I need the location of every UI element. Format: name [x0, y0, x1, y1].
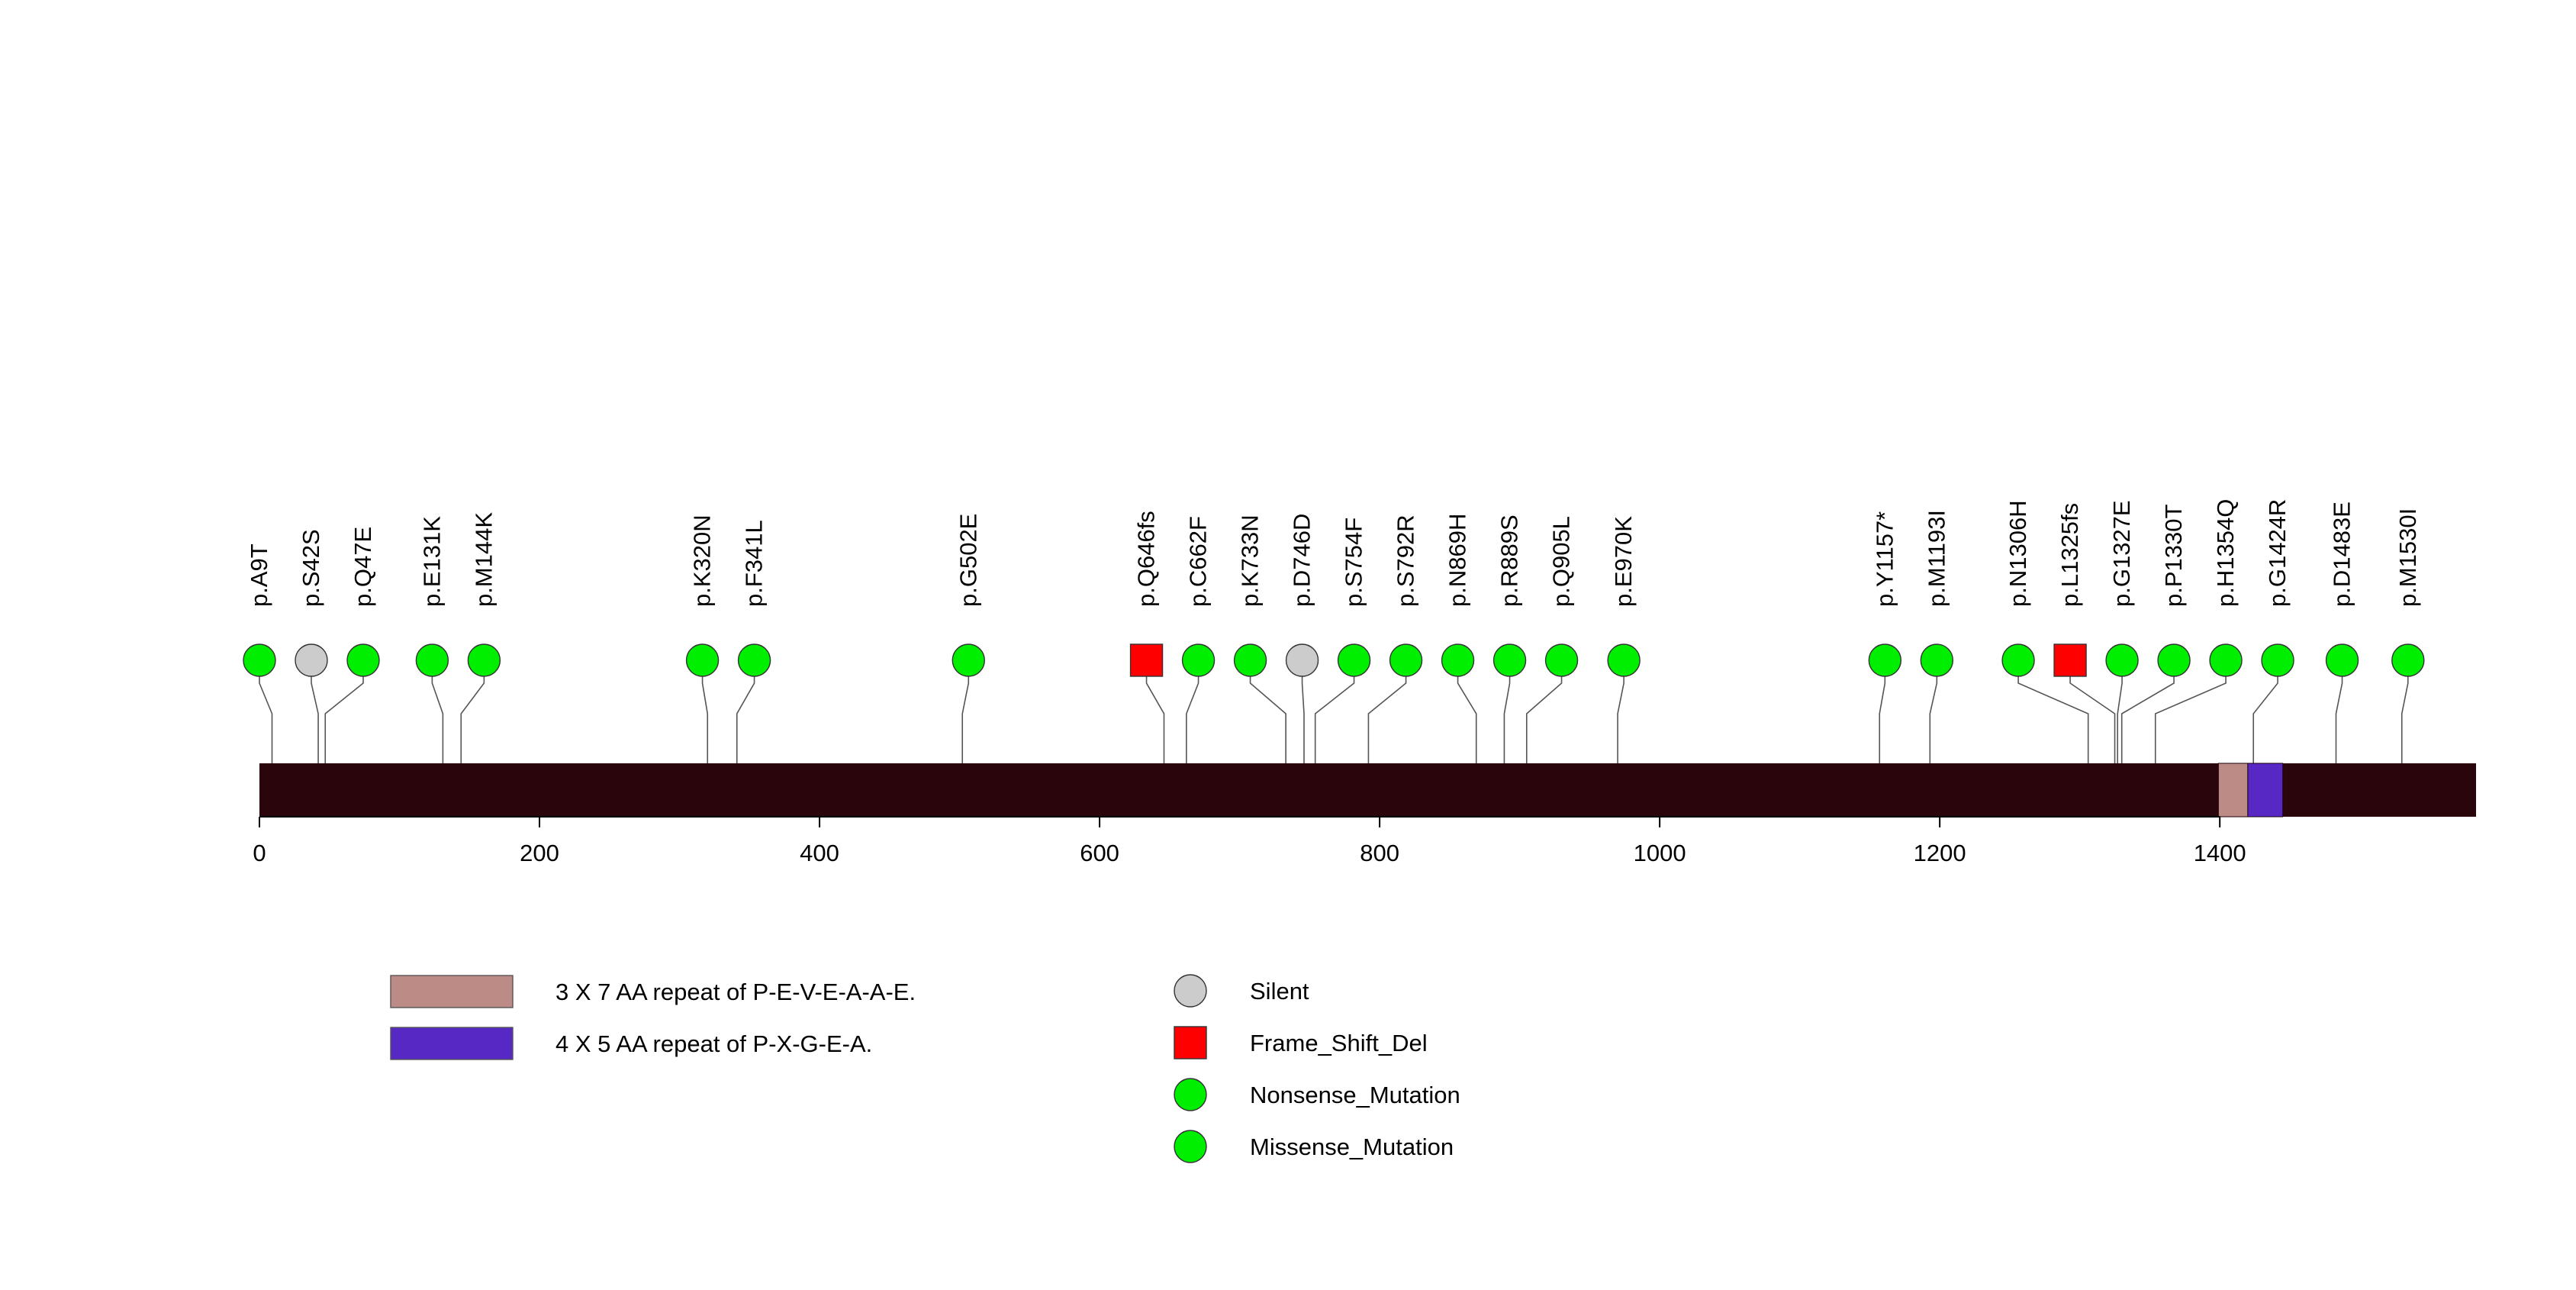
mutation-label: p.E970K: [1610, 516, 1637, 607]
x-tick-label: 1200: [1914, 840, 1966, 866]
mutation-marker-p-a9t: [243, 643, 276, 677]
mutation-label: p.K733N: [1237, 514, 1264, 607]
x-tick-label: 800: [1360, 840, 1399, 866]
x-axis: 0 200 400 600 800 1000 1200 1400: [253, 816, 2246, 866]
mutation-label: p.G1327E: [2108, 500, 2135, 607]
legend-domain-label-1: 3 X 7 AA repeat of P-E-V-E-A-A-E.: [555, 979, 916, 1005]
mutation-marker-p-h1354q: [2209, 643, 2243, 677]
mutation-label: p.C662F: [1185, 516, 1212, 607]
mutation-marker-p-s754f: [1337, 643, 1371, 677]
mutation-marker-p-n1306h: [2001, 643, 2035, 677]
mutation-marker-p-e131k: [415, 643, 449, 677]
mutation-marker-p-r889s: [1492, 643, 1527, 677]
mutation-label: p.S792R: [1393, 514, 1419, 607]
mutation-marker-p-g1327e: [2105, 643, 2139, 677]
mutation-marker-p-q646fs: [1129, 643, 1164, 677]
mutation-marker-p-l1325fs: [2053, 643, 2087, 677]
mutation-marker-p-m1530i: [2391, 643, 2425, 677]
mutation-marker-p-p1330t: [2157, 643, 2191, 677]
mutation-label: p.N1306H: [2004, 500, 2031, 607]
mutation-marker-p-q905l: [1544, 643, 1579, 677]
legend-label-frame-shift-del: Frame_Shift_Del: [1250, 1030, 1428, 1056]
mutation-label: p.L1325fs: [2056, 503, 2083, 607]
mutation-marker-p-s42s: [295, 643, 328, 677]
mutation-marker-p-s792r: [1389, 643, 1423, 677]
mutation-label: p.G1424R: [2264, 499, 2291, 607]
mutation-marker-p-m1193i: [1920, 643, 1954, 677]
x-tick-label: 0: [253, 840, 266, 866]
mutation-label: p.M144K: [470, 512, 497, 607]
legend-marker-silent: [1174, 974, 1207, 1008]
legend-label-missense-mutation: Missense_Mutation: [1250, 1134, 1454, 1160]
mutation-labels: p.A9T p.S42S p.Q47E p.E131K p.M144K p.K320N p.…: [246, 499, 2421, 607]
mutation-marker-p-y1157-: [1868, 643, 1902, 677]
legend-marker-nonsense-mutation: [1174, 1078, 1207, 1111]
domain-1: [2217, 763, 2249, 818]
legend-label-silent: Silent: [1250, 978, 1309, 1005]
mutation-label: p.Q47E: [349, 527, 376, 607]
mutation-label: p.K320N: [689, 514, 716, 607]
mutation-label: p.D1483E: [2329, 501, 2355, 607]
legend-domain-label-2: 4 X 5 AA repeat of P-X-G-E-A.: [555, 1030, 872, 1057]
mutation-label: p.G502E: [955, 514, 981, 607]
mutation-label: p.Y1157*: [1871, 511, 1898, 607]
mutation-label: p.S42S: [298, 529, 324, 607]
mutation-marker-p-n869h: [1441, 643, 1475, 677]
mutation-marker-p-e970k: [1607, 643, 1641, 677]
mutation-label: p.S754F: [1341, 518, 1367, 607]
mutation-label: p.R889S: [1496, 514, 1523, 607]
x-tick-label: 1400: [2194, 840, 2246, 866]
mutation-label: p.M1193I: [1923, 510, 1950, 607]
mutation-markers: [243, 643, 2425, 677]
domain-2: [2247, 763, 2284, 818]
mutation-marker-p-d746d: [1285, 643, 1319, 677]
mutation-marker-p-k320n: [685, 643, 720, 677]
legend-label-nonsense-mutation: Nonsense_Mutation: [1250, 1082, 1460, 1108]
mutation-label: p.M1530I: [2394, 508, 2421, 607]
mutation-label: p.Q905L: [1548, 516, 1575, 607]
mutation-marker-p-c662f: [1181, 643, 1216, 677]
mutation-label: p.E131K: [418, 516, 445, 607]
mutation-marker-p-k733n: [1233, 643, 1267, 677]
mutation-marker-p-f341l: [737, 643, 771, 677]
mutation-marker-p-m144k: [467, 643, 501, 677]
legend-domain-swatch-2: [390, 1027, 514, 1060]
x-tick-label: 400: [800, 840, 839, 866]
x-tick-label: 1000: [1634, 840, 1686, 866]
mutation-label: p.Q646fs: [1133, 511, 1160, 607]
mutation-label: p.P1330T: [2160, 505, 2187, 607]
protein-backbone-group: [259, 763, 2476, 818]
legend-marker-frame-shift-del: [1174, 1026, 1207, 1059]
x-tick-label: 600: [1080, 840, 1119, 866]
protein-backbone: [259, 763, 2476, 817]
mutation-marker-p-g1424r: [2261, 643, 2294, 677]
mutation-label: p.N869H: [1444, 514, 1471, 607]
x-tick-label: 200: [520, 840, 559, 866]
mutation-label: p.D746D: [1289, 514, 1315, 607]
mutation-label: p.A9T: [246, 543, 272, 607]
legend-marker-missense-mutation: [1174, 1130, 1207, 1163]
mutation-marker-p-g502e: [952, 643, 985, 677]
mutation-marker-p-q47e: [346, 643, 380, 677]
mutation-marker-p-d1483e: [2325, 643, 2359, 677]
legend: 3 X 7 AA repeat of P-E-V-E-A-A-E. 4 X 5 A…: [390, 974, 1460, 1163]
mutation-label: p.H1354Q: [2212, 499, 2239, 607]
legend-domain-swatch-1: [390, 975, 514, 1008]
mutation-label: p.F341L: [741, 520, 768, 607]
